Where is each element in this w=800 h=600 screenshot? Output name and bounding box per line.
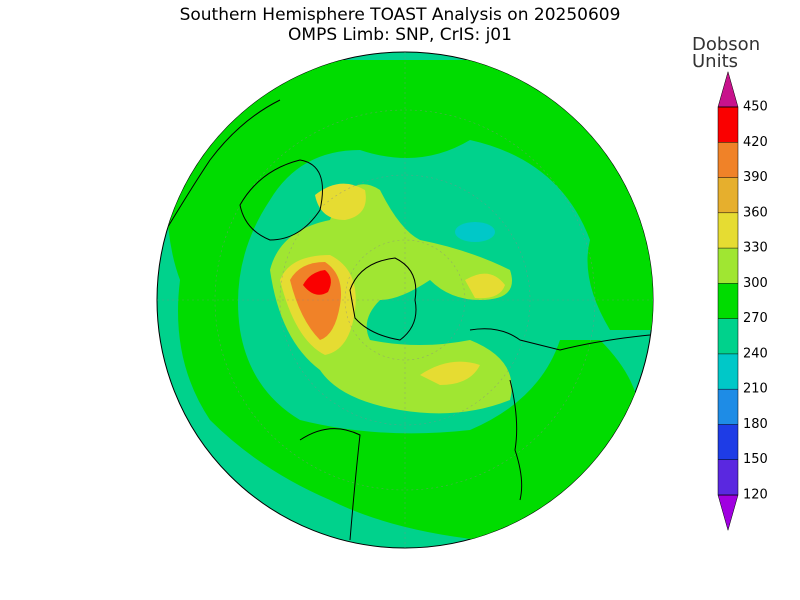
colorbar-tick-label: 180 [743, 417, 768, 432]
grid-circle [344, 239, 466, 361]
coastline [239, 159, 323, 241]
colorbar-tick-label: 210 [743, 382, 768, 397]
colorbar-band [718, 283, 738, 319]
colorbar-tick-label: 150 [743, 452, 768, 467]
colorbar-band [718, 177, 738, 213]
coastline [349, 257, 417, 341]
map [156, 51, 654, 549]
grid-circle [214, 109, 596, 491]
ozone-region [420, 361, 480, 385]
colorbar-label: Dobson [692, 34, 760, 55]
colorbar-tick-label: 300 [743, 276, 768, 291]
coastline [299, 428, 361, 541]
colorbar-tick-label: 390 [743, 170, 768, 185]
ozone-region [167, 60, 653, 540]
colorbar-band [718, 353, 738, 390]
colorbar-band [718, 248, 738, 284]
colorbar-band [718, 212, 738, 249]
ozone-region [303, 270, 331, 295]
colorbar: 120 150 180 210 240 270 300 330 360 390 420 450 [717, 70, 768, 532]
ozone-region [465, 273, 505, 299]
colorbar-tick-label: 240 [743, 346, 768, 361]
colorbar-band [718, 142, 738, 178]
title-line: OMPS Limb: SNP, CrIS: j01 [288, 25, 512, 45]
colorbar-band [718, 424, 738, 460]
title-line: Southern Hemisphere TOAST Analysis on 20… [180, 5, 621, 25]
colorbar-tick-label: 270 [743, 311, 768, 326]
ozone-region [270, 184, 512, 414]
colorbar-tick-label: 360 [743, 205, 768, 220]
colorbar-band [718, 107, 738, 143]
colorbar-tick-label: 120 [743, 488, 768, 503]
ozone-region [315, 183, 366, 220]
coastline [469, 328, 651, 351]
colorbar-band [718, 389, 738, 425]
colorbar-tick-label: 420 [743, 135, 768, 150]
coastline [159, 99, 281, 241]
colorbar-tick-label: 450 [743, 100, 768, 115]
grid-circle [279, 174, 531, 426]
colorbar-band [718, 459, 738, 495]
colorbar-label: Units [692, 51, 738, 72]
coastline [509, 379, 523, 501]
colorbar-band [718, 318, 738, 354]
ozone-region [455, 222, 495, 242]
colorbar-tick-label: 330 [743, 241, 768, 256]
